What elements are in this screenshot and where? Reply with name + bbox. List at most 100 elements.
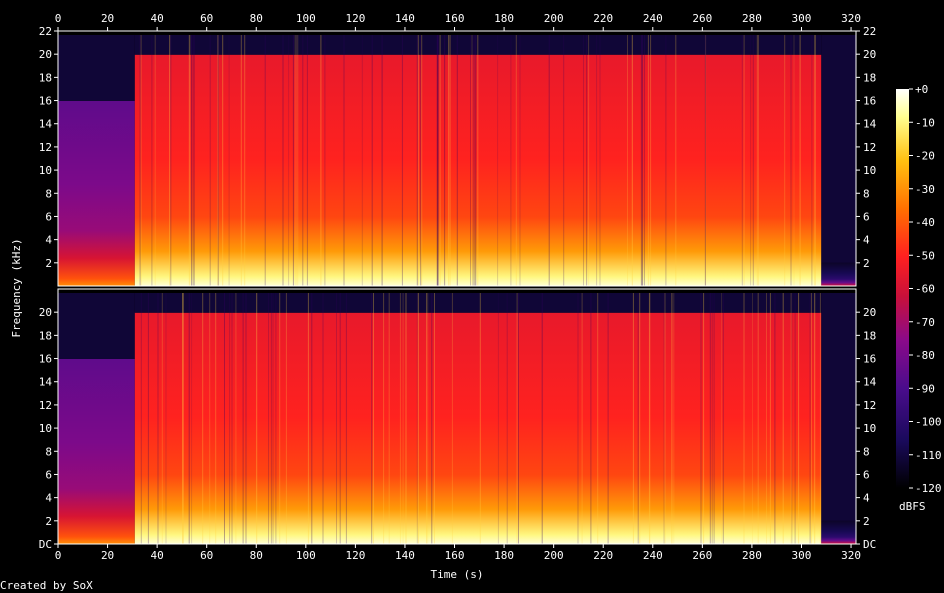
x-tick-label: 160 xyxy=(445,12,465,25)
transient-streak xyxy=(383,293,385,544)
transient-streak xyxy=(170,35,172,286)
transient-streak xyxy=(577,293,579,544)
spectrum-segment xyxy=(134,54,822,286)
x-tick-label: 300 xyxy=(792,12,812,25)
x-tick-label: 100 xyxy=(296,549,316,562)
transient-streak xyxy=(497,293,499,544)
transient-streak xyxy=(339,293,341,544)
y-tick-label: 22 xyxy=(863,25,876,38)
transient-streak xyxy=(757,293,759,544)
x-tick-label: 220 xyxy=(593,12,613,25)
x-tick-label: 60 xyxy=(200,12,213,25)
transient-streak xyxy=(242,293,244,544)
transient-streak xyxy=(793,35,795,286)
transient-streak xyxy=(427,293,429,544)
y-tick-label: 14 xyxy=(39,376,53,389)
transient-streak xyxy=(711,293,713,544)
colorbar-tick-label: -70 xyxy=(915,316,935,329)
transient-streak xyxy=(819,293,821,544)
x-tick-label: 40 xyxy=(151,12,164,25)
transient-streak xyxy=(245,293,247,544)
transient-streak xyxy=(417,293,419,544)
transient-streak xyxy=(475,35,477,286)
colorbar-tick-label: -10 xyxy=(915,116,935,129)
transient-streak xyxy=(322,293,324,544)
transient-streak xyxy=(472,35,474,286)
transient-streak xyxy=(191,35,192,286)
transient-streak xyxy=(671,293,673,544)
transient-streak xyxy=(256,293,258,544)
transient-streak xyxy=(456,35,458,286)
y-tick-label: 4 xyxy=(863,234,870,247)
colorbar-tick-label: -100 xyxy=(915,416,942,429)
transient-streak xyxy=(282,35,284,286)
y-tick-label: 10 xyxy=(39,164,52,177)
transient-streak xyxy=(217,35,219,286)
plot-frame xyxy=(57,288,857,545)
transient-streak xyxy=(373,293,374,544)
colorbar: +0 -10 -20 -30 -40 -50 -60 -70 -80 -90 -100 -110 -12… xyxy=(896,83,942,513)
transient-streak xyxy=(416,293,418,544)
transient-streak xyxy=(479,293,481,544)
transient-streak xyxy=(399,293,401,544)
transient-streak xyxy=(647,35,649,286)
transient-streak xyxy=(371,293,373,544)
transient-streak xyxy=(704,35,706,286)
transient-streak xyxy=(209,35,211,286)
transient-streak xyxy=(798,293,800,544)
x-tick-label: 280 xyxy=(742,12,762,25)
y-tick-label: 14 xyxy=(39,118,53,131)
transient-streak xyxy=(416,35,418,286)
y-tick-label: 4 xyxy=(863,492,870,505)
transient-streak xyxy=(510,35,512,286)
transient-streak xyxy=(664,293,666,544)
transient-streak xyxy=(752,293,753,544)
transient-streak xyxy=(182,293,184,544)
transient-streak xyxy=(222,35,224,286)
transient-streak xyxy=(607,293,609,544)
y-tick-label: 6 xyxy=(863,468,870,481)
noise-floor-band xyxy=(821,35,856,263)
transient-streak xyxy=(750,35,752,286)
transient-streak xyxy=(182,293,184,544)
x-tick-label: 140 xyxy=(395,549,415,562)
transient-streak xyxy=(285,293,287,544)
x-tick-label: 80 xyxy=(250,549,263,562)
transient-streak xyxy=(434,293,435,544)
plot-frame xyxy=(57,30,857,287)
x-tick-label: 240 xyxy=(643,12,663,25)
transient-streak xyxy=(229,293,231,544)
y-tick-label: 6 xyxy=(863,210,870,223)
transient-streak xyxy=(371,35,373,286)
transient-streak xyxy=(426,293,427,544)
transient-streak xyxy=(713,293,715,544)
x-tick-label: 0 xyxy=(55,549,62,562)
transient-streak xyxy=(405,293,407,544)
transient-streak xyxy=(518,293,519,544)
transient-streak xyxy=(402,293,404,544)
transient-streak xyxy=(161,293,163,544)
y-tick-label: 14 xyxy=(863,118,877,131)
noise-floor-band xyxy=(821,293,856,521)
transient-streak xyxy=(477,35,479,286)
transient-streak xyxy=(320,35,322,286)
transient-streak xyxy=(240,35,242,286)
x-tick-label: 180 xyxy=(494,549,514,562)
y-tick-label: 20 xyxy=(39,306,52,319)
transient-streak xyxy=(139,35,141,286)
transient-streak xyxy=(700,293,702,544)
transient-streak xyxy=(814,35,816,286)
colorbar-tick-label: -120 xyxy=(915,482,942,495)
transient-streak xyxy=(224,293,225,544)
transient-streak xyxy=(471,35,473,286)
x-tick-label: 260 xyxy=(692,12,712,25)
y-tick-label: 4 xyxy=(45,234,52,247)
x-tick-label: 200 xyxy=(544,549,564,562)
colorbar-tick-label: -40 xyxy=(915,216,935,229)
y-tick-label: 16 xyxy=(863,353,876,366)
transient-streak xyxy=(275,293,277,544)
y-tick-label: 6 xyxy=(45,468,52,481)
transient-streak xyxy=(752,35,754,286)
transient-streak xyxy=(361,35,363,286)
transient-streak xyxy=(345,293,347,544)
